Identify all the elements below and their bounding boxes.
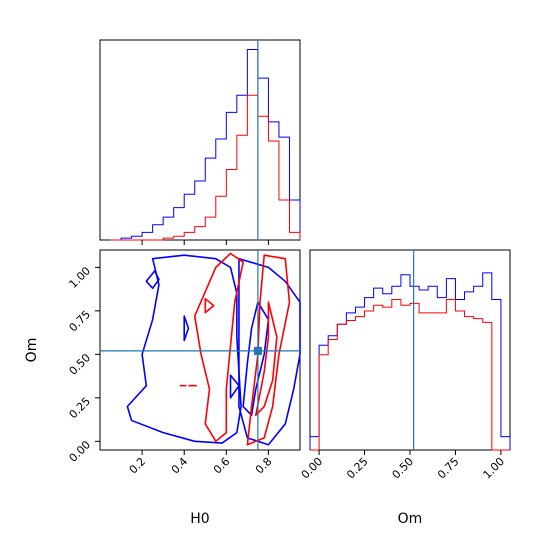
contour-series-0-level-5 <box>229 374 240 399</box>
om-hist-x-tick-label-2: 0.50 <box>390 455 417 482</box>
contour-x-tick-label-3: 0.8 <box>253 455 275 477</box>
contour-y-tick-label-1: 0.25 <box>67 395 94 422</box>
contour-y-tick-label-4: 1.00 <box>67 264 94 291</box>
contour-series-group <box>126 252 301 446</box>
h0-om-contour-panel: 0.2 0.4 0.6 0.8 0.00 0.25 0.50 0.75 1.00 H0 Om <box>24 249 301 527</box>
x-axis-label-h0: H0 <box>190 511 209 527</box>
om-hist-x-ticks: 0.00 0.25 0.50 0.75 1.00 <box>299 450 507 481</box>
h0-hist-frame <box>99 39 301 241</box>
contour-y-ticks: 0.00 0.25 0.50 0.75 1.00 <box>67 264 100 465</box>
contour-series-1-level-3 <box>254 301 278 417</box>
contour-series-0-level-1 <box>145 270 160 290</box>
contour-y-tick-label-3: 0.75 <box>67 308 94 335</box>
om-hist-series-group <box>309 272 511 451</box>
histogram-series-1 <box>310 299 510 451</box>
h0-hist-series-group <box>110 49 301 241</box>
contour-y-tick-label-2: 0.50 <box>67 351 94 378</box>
om-hist-x-tick-label-3: 0.75 <box>435 455 462 482</box>
om-hist-x-tick-label-1: 0.25 <box>344 455 371 482</box>
contour-x-tick-label-1: 0.4 <box>169 455 191 477</box>
om-marginal-histogram-panel: 0.00 0.25 0.50 0.75 1.00 Om <box>299 249 511 527</box>
om-hist-x-tick-label-0: 0.00 <box>299 455 326 482</box>
contour-truth-marker <box>253 346 262 355</box>
contour-x-ticks: 0.2 0.4 0.6 0.8 <box>127 450 275 476</box>
contour-series-1-level-2 <box>246 254 291 446</box>
om-hist-x-tick-label-4: 1.00 <box>481 455 508 482</box>
h0-marginal-histogram-panel <box>99 39 301 245</box>
contour-series-1-level-0 <box>193 252 244 443</box>
contour-truth-marker-group <box>100 250 300 450</box>
contour-x-tick-label-2: 0.6 <box>211 455 233 477</box>
contour-series-0-level-0 <box>126 254 242 444</box>
histogram-series-1 <box>110 94 301 241</box>
contour-series-0-level-2 <box>183 315 190 342</box>
h0-hist-ticks <box>141 240 269 245</box>
contour-x-tick-label-0: 0.2 <box>127 455 149 477</box>
contour-series-0-level-4 <box>242 301 270 417</box>
y-axis-label-om: Om <box>24 338 40 363</box>
contour-series-0-level-3 <box>238 257 301 446</box>
contour-y-tick-label-0: 0.00 <box>67 438 94 465</box>
contour-series-1-level-1 <box>204 297 215 314</box>
x-axis-label-om: Om <box>398 511 423 527</box>
